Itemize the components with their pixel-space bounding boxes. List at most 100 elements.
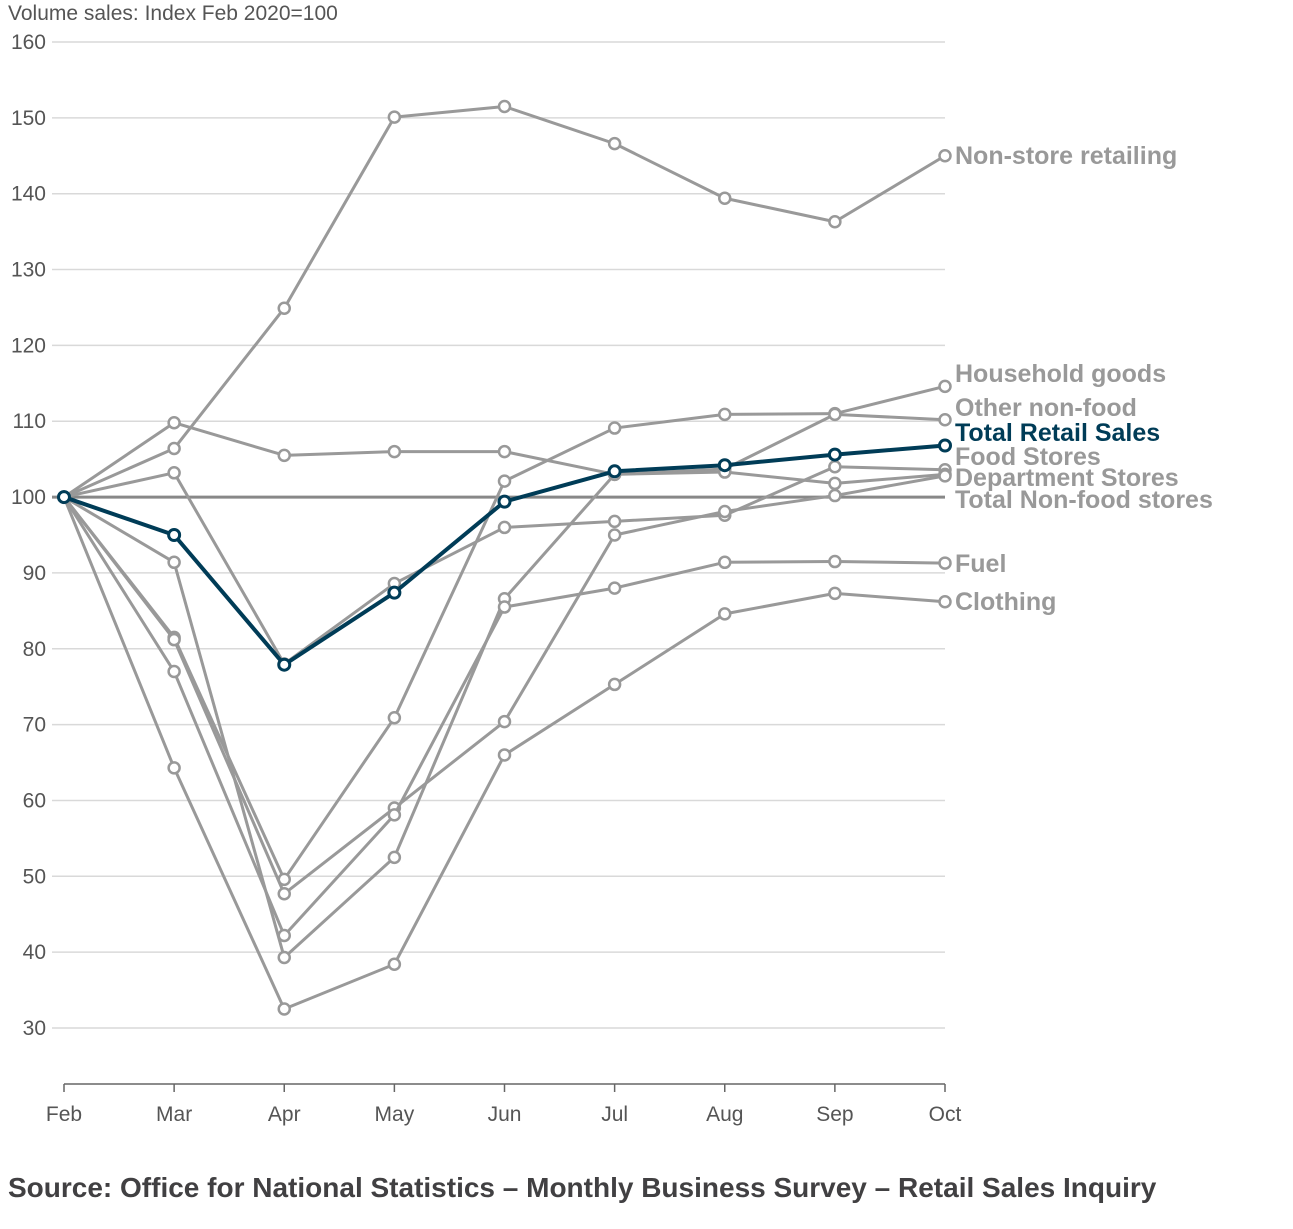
- point-fuel-Apr: [277, 928, 291, 943]
- x-tick-May: May: [375, 1103, 415, 1126]
- point-non-store-retailing-Oct: [938, 149, 952, 163]
- point-clothing-May: [387, 957, 402, 972]
- point-fuel-Jul: [607, 581, 622, 595]
- point-non-store-retailing-Jul: [607, 136, 622, 151]
- point-total-non-food-stores-Apr: [277, 887, 291, 901]
- label-fuel: Fuel: [955, 550, 1006, 578]
- label-household-goods: Household goods: [955, 360, 1166, 388]
- x-tick-Mar: Mar: [156, 1103, 192, 1126]
- point-household-goods-Jul: [607, 421, 622, 435]
- source-note: Source: Office for National Statistics –…: [8, 1172, 1157, 1203]
- point-other-non-food-Mar: [167, 415, 181, 430]
- point-total-retail-sales-Mar: [167, 528, 182, 542]
- x-tick-Apr: Apr: [268, 1103, 301, 1126]
- series-line-department-stores: [63, 470, 946, 959]
- y-tick-120: 120: [11, 334, 46, 357]
- y-tick-100: 100: [11, 486, 46, 509]
- x-tick-Sep: Sep: [816, 1103, 853, 1126]
- point-total-non-food-stores-Mar: [167, 632, 181, 647]
- point-other-non-food-Jun: [497, 444, 512, 459]
- label-food-stores: Food Stores: [955, 443, 1101, 471]
- point-household-goods-May: [387, 711, 402, 725]
- label-total-non-food-stores: Total Non-food stores: [955, 486, 1213, 514]
- x-tick-Feb: Feb: [46, 1103, 82, 1126]
- point-other-non-food-May: [387, 444, 402, 459]
- point-non-store-retailing-Jun: [497, 99, 512, 114]
- point-fuel-Oct: [938, 556, 952, 570]
- point-fuel-Jun: [497, 600, 512, 614]
- series-lines: [57, 99, 952, 1016]
- point-clothing-Mar: [167, 761, 181, 775]
- x-axis: Feb Mar Apr May Jun Jul Aug Sep Oct: [46, 1083, 962, 1126]
- y-tick-160: 160: [11, 31, 46, 54]
- point-clothing-Aug: [718, 607, 732, 621]
- point-non-store-retailing-May: [387, 110, 402, 124]
- series-line-non-store-retailing: [63, 104, 946, 499]
- y-axis-label: Volume sales: Index Feb 2020=100: [8, 2, 338, 25]
- point-food-stores-Mar: [167, 466, 181, 480]
- point-total-retail-sales-Aug: [717, 458, 732, 473]
- y-tick-labels: 30 40 50 60 70 80 90 100 110 120 130 140 150 160: [11, 31, 46, 1040]
- point-other-non-food-Apr: [277, 448, 291, 463]
- label-total-retail-sales: Total Retail Sales: [955, 419, 1160, 447]
- point-total-non-food-stores-Oct: [938, 469, 952, 483]
- point-total-retail-sales-Sep: [827, 447, 842, 462]
- point-non-store-retailing-Apr: [277, 301, 291, 315]
- point-food-stores-Sep: [828, 459, 842, 474]
- point-total-non-food-stores-Jun: [497, 714, 512, 729]
- point-non-store-retailing-Aug: [718, 191, 732, 205]
- label-department-stores: Department Stores: [955, 464, 1179, 492]
- point-total-retail-sales-May: [387, 585, 402, 600]
- point-total-retail-sales-Feb: [57, 490, 71, 505]
- point-fuel-Aug: [718, 555, 732, 570]
- point-total-retail-sales-Jul: [607, 464, 622, 479]
- point-total-retail-sales-Apr: [277, 657, 292, 672]
- point-clothing-Jun: [497, 748, 512, 762]
- point-department-stores-Mar: [167, 555, 181, 570]
- point-clothing-Oct: [938, 594, 952, 609]
- x-tick-Aug: Aug: [706, 1103, 743, 1126]
- point-household-goods-Jun: [497, 474, 512, 488]
- y-tick-140: 140: [11, 183, 46, 206]
- y-tick-130: 130: [11, 259, 46, 282]
- label-clothing: Clothing: [955, 588, 1056, 616]
- point-department-stores-Apr: [277, 950, 291, 965]
- y-tick-150: 150: [11, 107, 46, 130]
- x-tick-Jul: Jul: [601, 1103, 628, 1126]
- x-tick-Jun: Jun: [488, 1103, 522, 1126]
- point-fuel-May: [387, 808, 402, 822]
- point-food-stores-Jul: [607, 514, 622, 529]
- series-line-household-goods: [62, 384, 946, 881]
- point-total-non-food-stores-Aug: [718, 504, 732, 519]
- point-total-retail-sales-Jun: [497, 494, 512, 509]
- label-other-non-food: Other non-food: [955, 394, 1137, 422]
- series-total-non-food-stores: [57, 469, 952, 901]
- point-clothing-Apr: [277, 1002, 291, 1016]
- point-other-non-food-Oct: [938, 412, 952, 427]
- point-total-retail-sales-Oct: [938, 438, 952, 453]
- point-non-store-retailing-Sep: [828, 215, 842, 229]
- series-food-stores: [57, 459, 952, 671]
- y-tick-80: 80: [23, 638, 46, 661]
- gridlines: [52, 41, 945, 1029]
- point-household-goods-Oct: [938, 379, 952, 394]
- y-tick-40: 40: [23, 941, 46, 964]
- y-tick-30: 30: [23, 1017, 46, 1040]
- y-tick-110: 110: [13, 410, 46, 433]
- point-department-stores-May: [387, 850, 402, 865]
- point-clothing-Sep: [828, 586, 842, 601]
- point-total-non-food-stores-Sep: [828, 488, 842, 503]
- point-department-stores-Sep: [828, 476, 842, 491]
- label-non-store-retailing: Non-store retailing: [955, 142, 1177, 170]
- y-tick-60: 60: [23, 789, 46, 812]
- point-other-non-food-Sep: [828, 407, 842, 422]
- point-non-store-retailing-Mar: [167, 441, 181, 456]
- point-household-goods-Aug: [718, 407, 732, 422]
- x-tick-Oct: Oct: [929, 1103, 962, 1126]
- series-non-store-retailing: [57, 99, 952, 504]
- point-clothing-Jul: [607, 677, 622, 692]
- point-fuel-Mar: [167, 664, 181, 679]
- series-clothing: [57, 490, 952, 1016]
- y-tick-70: 70: [23, 714, 46, 737]
